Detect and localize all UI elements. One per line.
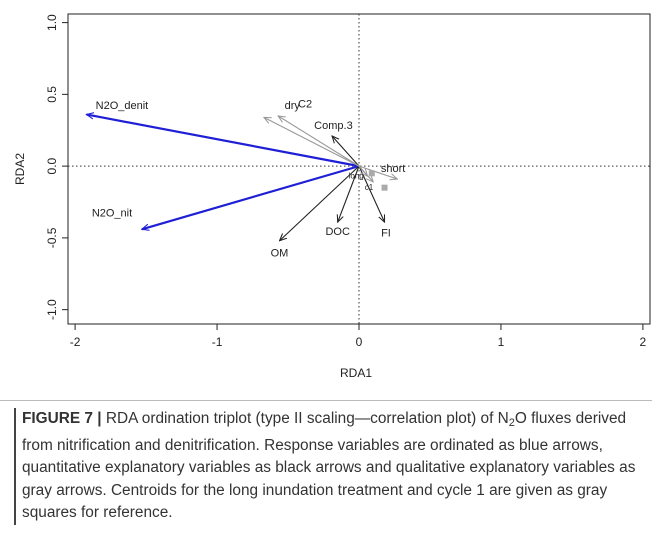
arrow-label-short: short <box>381 163 405 175</box>
arrow-label-long: long <box>349 171 364 180</box>
arrow-label-c2: C2 <box>298 98 312 110</box>
x-tick-label: 2 <box>640 335 647 349</box>
arrow-c1 <box>358 165 373 182</box>
centroid-long <box>368 170 375 177</box>
arrow-label-c1: c1 <box>365 183 374 192</box>
arrow-label-om: OM <box>271 248 289 260</box>
arrow-dry <box>264 117 360 167</box>
plot-panel: -2 -1 0 1 2 -1.0 -0.5 0.0 0.5 1.0 RDA1 RDA2 N2O_deni… <box>0 13 652 401</box>
x-tick-label: -1 <box>212 335 223 349</box>
y-tick-label: 0.0 <box>45 157 59 174</box>
figure-caption: FIGURE 7 | RDA ordination triplot (type … <box>14 408 638 525</box>
arrow-n2o-nit <box>142 165 360 229</box>
arrow-short <box>358 165 397 179</box>
arrow-comp-3 <box>332 136 360 167</box>
caption-text-2: O fluxes derived from nitrification and … <box>22 410 636 521</box>
arrow-label-n2o-nit: N2O_nit <box>92 207 132 219</box>
caption-text-1: RDA ordination triplot (type II scaling—… <box>101 410 509 427</box>
arrow-label-fi: FI <box>381 227 391 239</box>
y-tick-label: -0.5 <box>45 227 59 248</box>
arrow-doc <box>338 165 360 222</box>
arrow-label-dry: dry <box>285 100 301 112</box>
arrow-c2 <box>278 116 360 167</box>
arrow-om <box>280 165 360 241</box>
x-tick-label: 1 <box>498 335 505 349</box>
figure-label: FIGURE 7 | <box>22 410 102 427</box>
arrow-label-doc: DOC <box>325 226 350 238</box>
y-tick-label: -1.0 <box>45 299 59 320</box>
x-axis-label: RDA1 <box>340 366 372 380</box>
rda-triplot: -2 -1 0 1 2 -1.0 -0.5 0.0 0.5 1.0 RDA1 RDA2 N2O_deni… <box>13 13 651 380</box>
y-tick-label: 1.0 <box>45 14 59 31</box>
centroid-c1 <box>381 184 388 191</box>
arrow-n2o-denit <box>86 114 360 168</box>
caption-subscript: 2 <box>508 417 515 429</box>
x-tick-label: 0 <box>356 335 363 349</box>
y-tick-label: 0.5 <box>45 86 59 103</box>
x-tick-label: -2 <box>70 335 81 349</box>
arrow-label-n2o-denit: N2O_denit <box>96 100 149 112</box>
plot-frame <box>67 13 651 325</box>
arrow-label-comp-3: Comp.3 <box>314 120 353 132</box>
y-axis-label: RDA2 <box>13 153 27 185</box>
